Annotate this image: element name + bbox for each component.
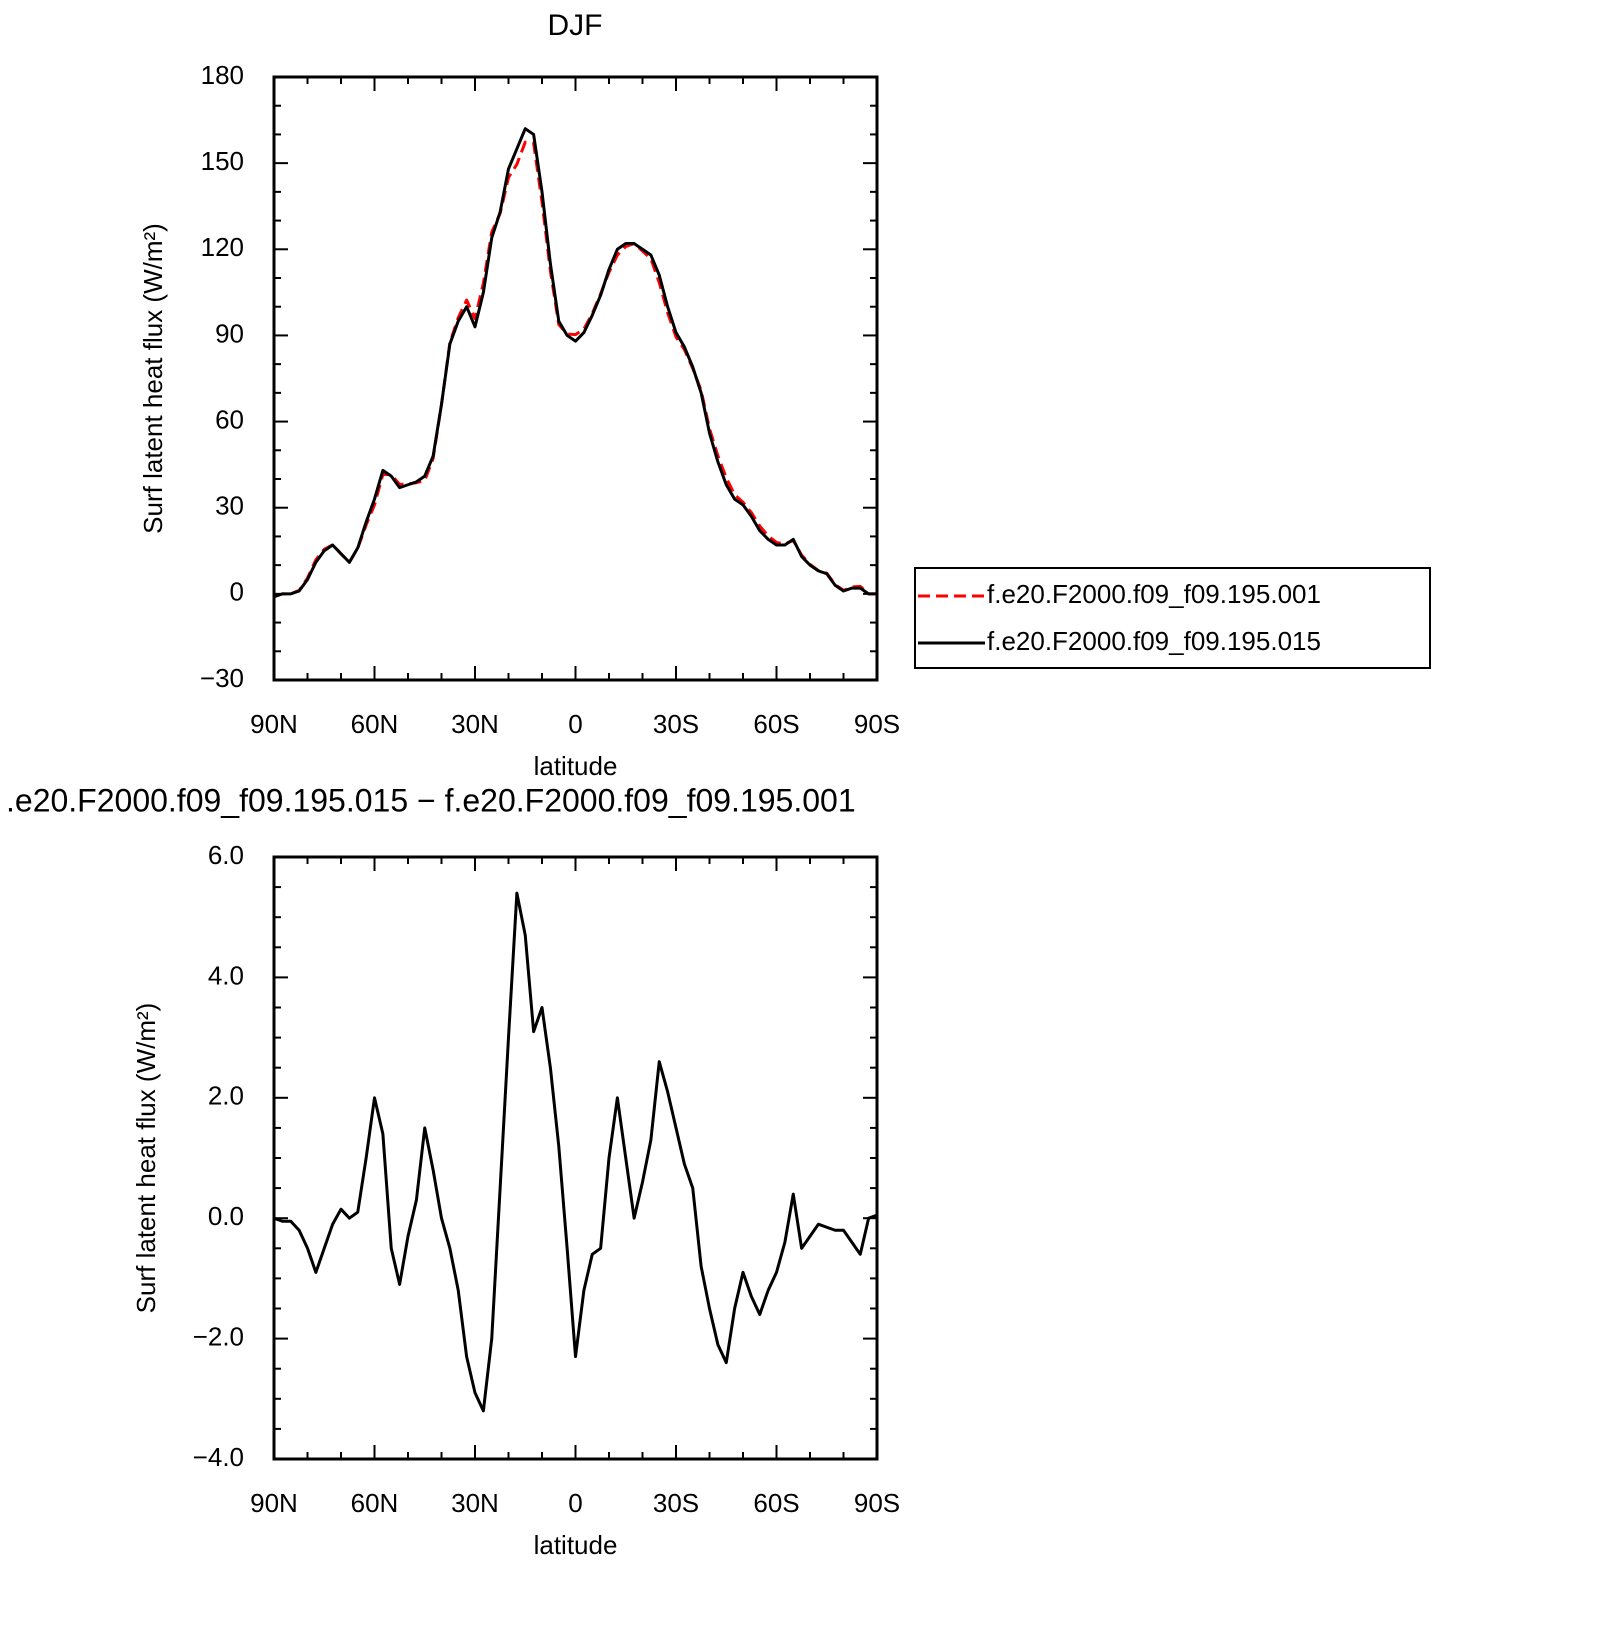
x-tick-label: 60S (753, 709, 799, 739)
x-axis-label: latitude (534, 1530, 618, 1560)
x-axis-label: latitude (534, 751, 618, 781)
y-tick-label: 30 (215, 491, 244, 521)
x-tick-label: 30S (653, 709, 699, 739)
y-tick-label: 2.0 (208, 1081, 244, 1111)
legend-label: f.e20.F2000.f09_f09.195.015 (987, 626, 1321, 656)
y-tick-label: 0 (230, 577, 244, 607)
y-tick-label: 4.0 (208, 960, 244, 990)
x-tick-label: 0 (568, 1488, 582, 1518)
y-tick-label: 90 (215, 318, 244, 348)
y-tick-label: 180 (201, 60, 244, 90)
plot-frame (272, 75, 879, 682)
x-tick-label: 90S (854, 1488, 900, 1518)
x-tick-label: 60N (351, 1488, 399, 1518)
x-tick-label: 0 (568, 709, 582, 739)
legend-label: f.e20.F2000.f09_f09.195.001 (987, 579, 1321, 609)
x-tick-label: 30S (653, 1488, 699, 1518)
x-tick-label: 90N (250, 1488, 298, 1518)
x-tick-label: 30N (451, 709, 499, 739)
data-line (273, 140, 877, 599)
y-tick-label: −4.0 (193, 1442, 244, 1472)
x-tick-label: 30N (451, 1488, 499, 1518)
y-tick-label: −2.0 (193, 1321, 244, 1351)
y-tick-label: 150 (201, 146, 244, 176)
data-line (273, 127, 877, 599)
plot-frame (272, 855, 879, 1461)
chart-title: DJF (548, 9, 603, 42)
data-line (273, 891, 878, 1413)
y-tick-label: 6.0 (208, 840, 244, 870)
y-tick-label: 120 (201, 232, 244, 262)
x-tick-label: 90N (250, 709, 298, 739)
x-tick-label: 60S (753, 1488, 799, 1518)
x-tick-label: 90S (854, 709, 900, 739)
chart-title: .e20.F2000.f09_f09.195.015 − f.e20.F2000… (6, 782, 856, 818)
x-tick-label: 60N (351, 709, 399, 739)
y-tick-label: 60 (215, 404, 244, 434)
legend-box (914, 567, 1431, 669)
y-axis-label: Surf latent heat flux (W/m²) (138, 223, 168, 534)
y-axis-label: Surf latent heat flux (W/m²) (131, 1003, 161, 1314)
y-tick-label: 0.0 (208, 1201, 244, 1231)
y-tick-label: −30 (200, 663, 244, 693)
